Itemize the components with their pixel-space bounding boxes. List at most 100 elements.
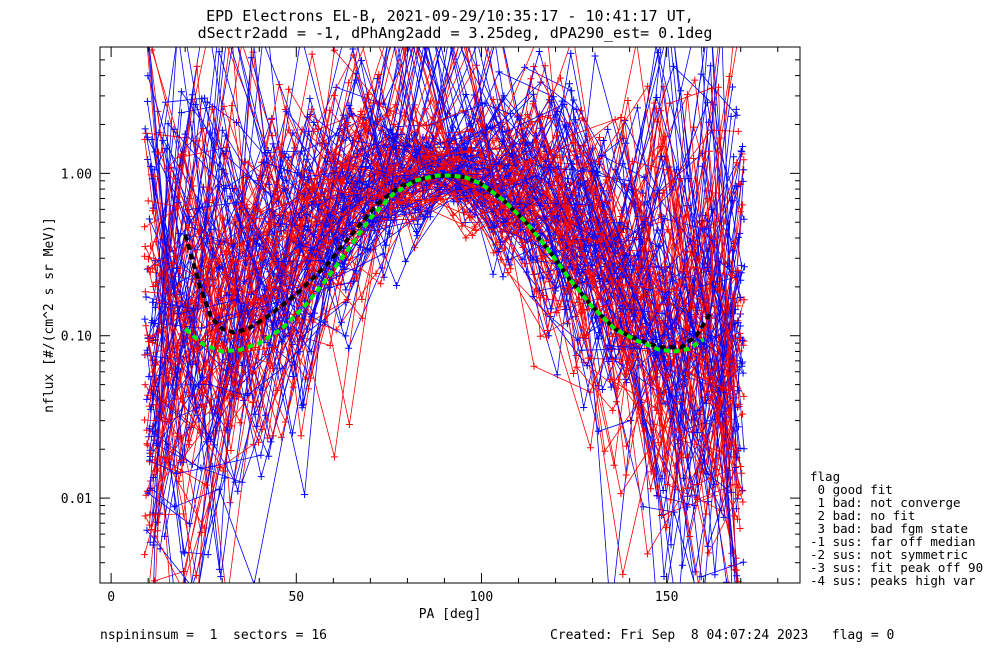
flux-point (141, 416, 149, 424)
flux-point (181, 549, 189, 557)
flux-point (234, 391, 242, 399)
flux-point (345, 102, 353, 109)
flux-point (308, 105, 316, 113)
flux-point (740, 392, 748, 400)
flux-point (663, 523, 671, 531)
flux-point (546, 96, 553, 104)
flux-point (618, 229, 625, 236)
flux-point (563, 320, 571, 328)
flux-trace (153, 47, 738, 476)
flux-point (734, 515, 741, 523)
flux-point (621, 281, 629, 289)
flux-point (718, 27, 725, 34)
flux-point (498, 187, 506, 195)
legend-item: -4 sus: peaks high var (810, 573, 976, 588)
flux-point (297, 220, 305, 228)
flux-point (514, 113, 521, 121)
flux-point (657, 144, 665, 152)
flux-point (477, 185, 484, 193)
flux-point (497, 256, 505, 264)
flux-point (278, 337, 285, 345)
flux-point (198, 373, 206, 381)
flux-point (620, 225, 627, 233)
flux-point (716, 34, 723, 41)
flux-point (151, 303, 159, 311)
flux-point (591, 52, 599, 60)
flux-point (298, 147, 305, 155)
flux-point (307, 313, 315, 321)
flux-point (591, 241, 599, 249)
flux-point (732, 105, 740, 113)
flux-point (174, 27, 181, 34)
flux-point (500, 218, 507, 226)
flux-point (640, 173, 648, 181)
flux-point (647, 485, 655, 493)
flux-point (267, 438, 275, 446)
flux-point (497, 163, 505, 171)
flux-point (337, 160, 345, 168)
flux-point (651, 403, 659, 411)
flux-point (232, 379, 240, 387)
flux-point (733, 182, 741, 190)
flux-point (302, 182, 310, 189)
flux-point (617, 114, 625, 121)
flux-point (253, 580, 255, 583)
flux-trace (150, 65, 733, 454)
flux-point (362, 94, 370, 102)
flux-point (580, 404, 588, 411)
flux-point (215, 296, 223, 304)
flux-point (178, 8, 185, 15)
flux-point (728, 549, 736, 557)
flux-point (192, 572, 200, 579)
flux-point (736, 25, 743, 32)
flux-point (349, 137, 357, 145)
flux-point (266, 278, 274, 286)
flux-point (150, 166, 158, 174)
flux-point (241, 277, 249, 285)
flux-point (217, 573, 225, 581)
flux-point (368, 201, 376, 209)
flux-point (208, 462, 216, 470)
flux-point (547, 305, 555, 313)
flux-point (143, 395, 151, 403)
flux-point (667, 541, 675, 549)
flux-point (236, 419, 244, 427)
flux-trace (147, 47, 736, 547)
flux-point (330, 453, 338, 461)
flux-point (469, 183, 477, 191)
flux-point (530, 362, 538, 370)
flux-point (160, 453, 168, 461)
flux-point (615, 376, 622, 384)
flux-point (221, 268, 229, 276)
flux-trace (144, 128, 732, 493)
flux-point (274, 257, 282, 265)
flux-point (730, 366, 738, 374)
flux-point (719, 352, 727, 360)
flux-point (238, 361, 246, 369)
flux-point (272, 243, 280, 251)
flux-trace (150, 103, 744, 578)
flux-point (504, 156, 511, 164)
flux-point (686, 330, 694, 338)
flux-point (707, 8, 714, 15)
flux-point (587, 444, 594, 452)
flux-point (660, 186, 668, 194)
flux-point (448, 155, 456, 163)
flux-point (414, 155, 422, 163)
flux-point (507, 176, 515, 184)
flux-point (185, 441, 193, 449)
flux-point (425, 196, 433, 204)
flux-point (149, 298, 157, 306)
flux-point (269, 321, 277, 329)
flux-point (674, 611, 681, 618)
flux-trace (158, 113, 736, 495)
flux-point (736, 582, 737, 583)
flux-point (377, 126, 385, 134)
flux-point (372, 269, 380, 277)
flux-point (162, 303, 170, 311)
flux-point (468, 231, 476, 239)
flux-point (683, 91, 691, 99)
flux-point (419, 213, 427, 221)
flux-point (639, 503, 647, 511)
flux-point (233, 296, 241, 304)
